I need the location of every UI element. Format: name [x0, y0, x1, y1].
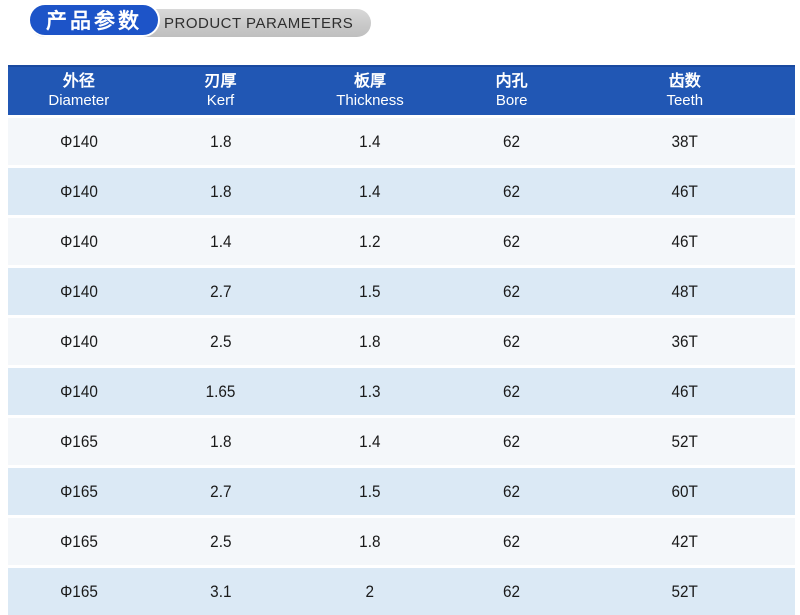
cell-teeth: 48T [671, 281, 698, 301]
header-label-cn: 刃厚 [204, 73, 237, 90]
table-row: Φ140 1.4 1.2 62 46T [8, 218, 795, 265]
table-row: Φ140 2.7 1.5 62 48T [8, 268, 795, 315]
cell-kerf: 3.1 [209, 581, 232, 601]
cell-teeth: 46T [671, 181, 698, 201]
table-body: Φ140 1.8 1.4 62 38T Φ140 1.8 1.4 62 46T … [8, 118, 795, 615]
cell-kerf: 2.5 [209, 531, 232, 551]
table-header-row: 外径 Diameter 刃厚 Kerf 板厚 Thickness 内孔 Bore… [8, 65, 795, 115]
table-row: Φ165 3.1 2 62 52T [8, 568, 795, 615]
cell-kerf: 2.7 [209, 481, 232, 501]
cell-teeth: 46T [671, 381, 698, 401]
cell-teeth: 42T [671, 531, 698, 551]
title-text: 产品参数 [46, 10, 142, 33]
cell-bore: 62 [503, 281, 521, 301]
cell-diameter: Φ140 [59, 331, 98, 351]
cell-kerf: 1.8 [209, 181, 232, 201]
cell-thickness: 1.4 [359, 131, 381, 151]
cell-teeth: 36T [671, 331, 698, 351]
cell-bore: 62 [503, 481, 521, 501]
cell-bore: 62 [503, 381, 521, 401]
cell-bore: 62 [503, 331, 521, 351]
cell-bore: 62 [503, 131, 521, 151]
header-label-en: Diameter [48, 92, 110, 109]
header-label-cn: 内孔 [495, 73, 528, 90]
table-row: Φ165 2.5 1.8 62 42T [8, 518, 795, 565]
section-title: PRODUCT PARAMETERS 产品参数 [28, 3, 800, 43]
cell-kerf: 1.65 [205, 381, 236, 401]
cell-diameter: Φ140 [59, 281, 98, 301]
header-label-en: Thickness [336, 92, 404, 109]
table-row: Φ165 2.7 1.5 62 60T [8, 468, 795, 515]
header-label-en: Kerf [206, 92, 235, 109]
cell-teeth: 46T [671, 231, 698, 251]
subtitle-text: PRODUCT PARAMETERS [164, 14, 354, 32]
cell-thickness: 1.8 [359, 531, 381, 551]
cell-thickness: 1.3 [359, 381, 381, 401]
cell-diameter: Φ165 [59, 581, 98, 601]
header-cell-diameter: 外径 Diameter [8, 67, 150, 115]
cell-thickness: 1.5 [359, 481, 381, 501]
cell-teeth: 60T [671, 481, 698, 501]
header-cell-thickness: 板厚 Thickness [291, 67, 448, 115]
cell-teeth: 52T [671, 431, 698, 451]
cell-kerf: 2.7 [209, 281, 232, 301]
cell-bore: 62 [503, 181, 521, 201]
cell-kerf: 2.5 [209, 331, 232, 351]
cell-bore: 62 [503, 531, 521, 551]
header-label-cn: 外径 [62, 73, 95, 90]
cell-diameter: Φ165 [59, 431, 98, 451]
cell-thickness: 1.4 [359, 431, 381, 451]
table-row: Φ140 1.65 1.3 62 46T [8, 368, 795, 415]
header-label-en: Teeth [666, 92, 704, 109]
cell-teeth: 38T [671, 131, 698, 151]
cell-diameter: Φ140 [59, 131, 98, 151]
header-label-en: Bore [495, 92, 528, 109]
cell-bore: 62 [503, 581, 521, 601]
cell-thickness: 1.8 [359, 331, 381, 351]
cell-thickness: 1.5 [359, 281, 381, 301]
table-row: Φ165 1.8 1.4 62 52T [8, 418, 795, 465]
cell-kerf: 1.8 [209, 131, 232, 151]
cell-teeth: 52T [671, 581, 698, 601]
cell-thickness: 1.4 [359, 181, 381, 201]
cell-diameter: Φ165 [59, 481, 98, 501]
table-row: Φ140 1.8 1.4 62 46T [8, 168, 795, 215]
cell-thickness: 2 [365, 581, 375, 601]
cell-kerf: 1.8 [209, 431, 232, 451]
header-cell-teeth: 齿数 Teeth [575, 67, 795, 115]
header-label-cn: 齿数 [668, 73, 701, 90]
table-row: Φ140 1.8 1.4 62 38T [8, 118, 795, 165]
header-label-cn: 板厚 [354, 73, 387, 90]
cell-kerf: 1.4 [209, 231, 232, 251]
cell-diameter: Φ140 [59, 231, 98, 251]
cell-diameter: Φ140 [59, 181, 98, 201]
header-cell-bore: 内孔 Bore [449, 67, 575, 115]
parameters-table: 外径 Diameter 刃厚 Kerf 板厚 Thickness 内孔 Bore… [8, 65, 795, 615]
table-row: Φ140 2.5 1.8 62 36T [8, 318, 795, 365]
header-cell-kerf: 刃厚 Kerf [150, 67, 292, 115]
cell-diameter: Φ165 [59, 531, 98, 551]
cell-bore: 62 [503, 231, 521, 251]
cell-thickness: 1.2 [359, 231, 381, 251]
cell-bore: 62 [503, 431, 521, 451]
title-pill: 产品参数 [28, 3, 160, 37]
cell-diameter: Φ140 [59, 381, 98, 401]
